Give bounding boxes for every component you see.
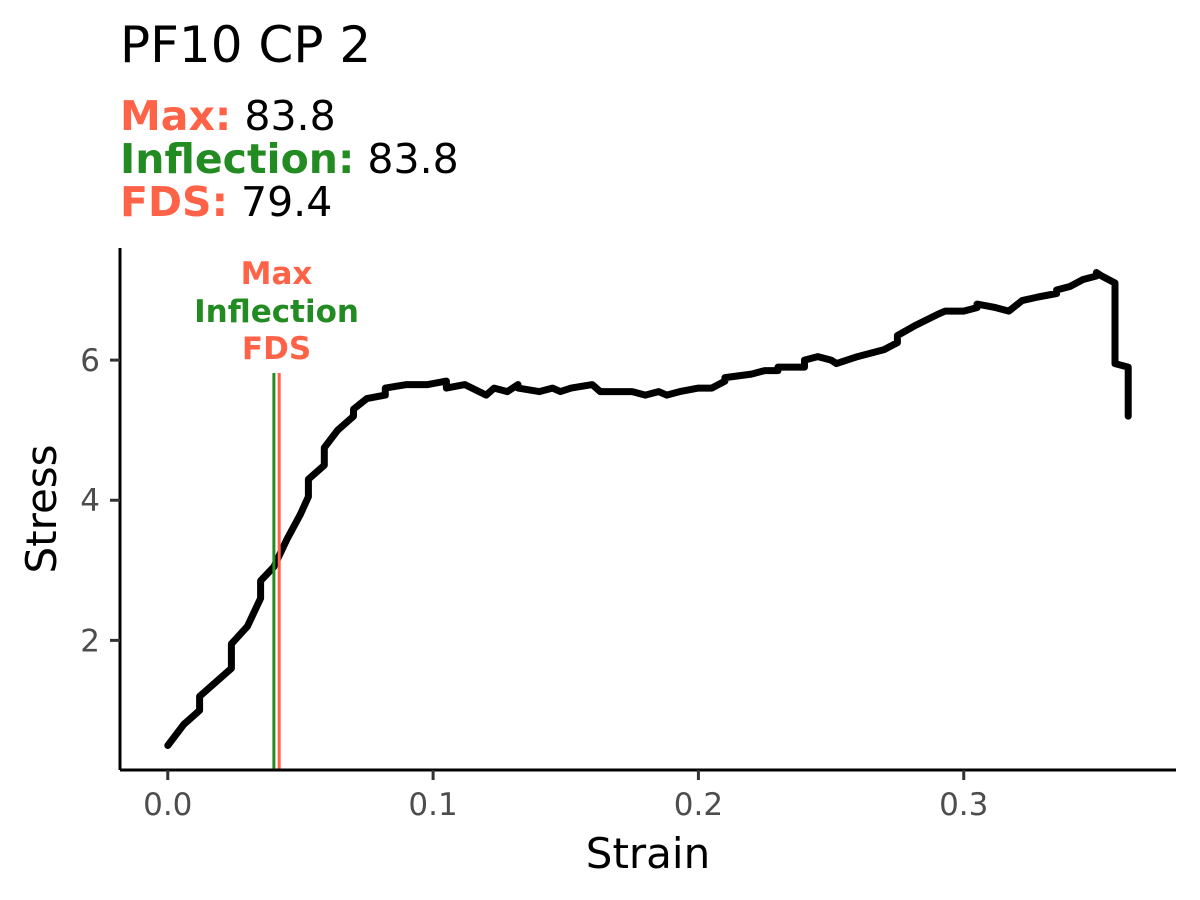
fds-summary-value: 79.4 [241, 178, 333, 226]
chart-title: PF10 CP 2 [120, 16, 372, 74]
max-summary: Max: 83.8 [120, 94, 336, 138]
inflection-summary-value: 83.8 [367, 135, 459, 183]
inflection-annotation: Inflection [194, 294, 359, 330]
max-summary-key: Max: [120, 92, 232, 140]
x-axis-label: Strain [586, 829, 710, 878]
fds-summary-key: FDS: [120, 178, 228, 226]
y-tick-label: 6 [80, 343, 100, 379]
fds-annotation: FDS [242, 331, 311, 367]
x-tick-label: 0.3 [939, 787, 988, 823]
max-annotation: Max [241, 256, 313, 292]
x-tick-label: 0.2 [674, 787, 723, 823]
x-tick-label: 0.0 [143, 787, 192, 823]
inflection-summary: Inflection: 83.8 [120, 137, 459, 181]
y-tick-label: 4 [80, 483, 100, 519]
max-summary-value: 83.8 [244, 92, 336, 140]
fds-summary: FDS: 79.4 [120, 180, 332, 224]
stress-strain-line [164, 269, 1132, 749]
x-tick-label: 0.1 [408, 787, 457, 823]
y-axis-label: Stress [17, 444, 66, 573]
inflection-summary-key: Inflection: [120, 135, 355, 183]
y-tick-label: 2 [80, 623, 100, 659]
